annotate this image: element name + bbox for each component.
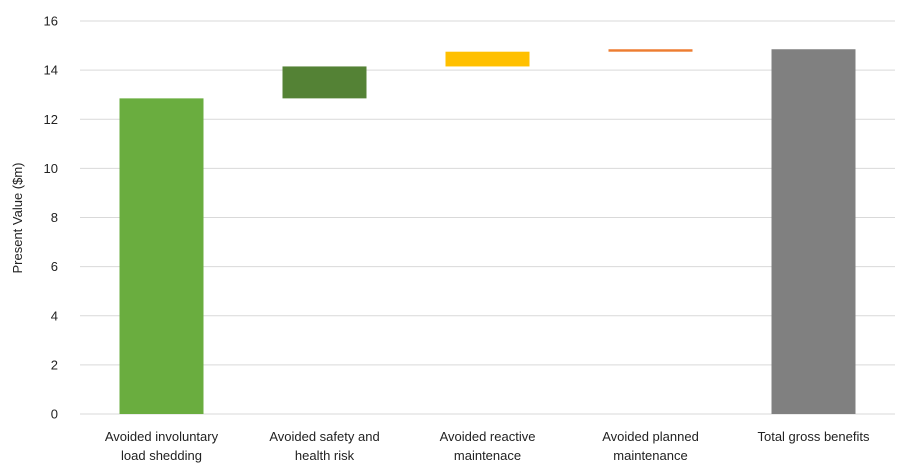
y-tick-label: 2 bbox=[51, 357, 58, 372]
y-tick-label: 8 bbox=[51, 210, 58, 225]
x-category-label: Avoided reactive maintenace bbox=[440, 429, 536, 463]
bars bbox=[119, 49, 856, 414]
bar bbox=[119, 98, 204, 414]
y-axis-tick-labels: 0 2 4 6 8 10 12 14 16 bbox=[44, 14, 58, 422]
y-tick-label: 10 bbox=[44, 161, 58, 176]
y-tick-label: 0 bbox=[51, 407, 58, 422]
bar bbox=[282, 66, 367, 99]
y-tick-label: 6 bbox=[51, 259, 58, 274]
x-category-label: Avoided safety and health risk bbox=[269, 429, 379, 463]
x-category-label: Avoided involuntary load shedding bbox=[105, 429, 219, 463]
y-tick-label: 12 bbox=[44, 112, 58, 127]
x-axis-category-labels: Avoided involuntary load shedding Avoided … bbox=[105, 429, 870, 463]
y-axis-title: Present Value ($m) bbox=[10, 162, 25, 273]
bar bbox=[771, 49, 856, 414]
gridlines bbox=[80, 20, 895, 415]
bar bbox=[445, 51, 530, 67]
bar bbox=[608, 49, 693, 52]
y-tick-label: 16 bbox=[44, 14, 58, 29]
y-tick-label: 4 bbox=[51, 308, 58, 323]
x-category-label: Total gross benefits bbox=[757, 429, 870, 444]
y-tick-label: 14 bbox=[44, 63, 58, 78]
x-category-label: Avoided planned maintenance bbox=[602, 429, 699, 463]
